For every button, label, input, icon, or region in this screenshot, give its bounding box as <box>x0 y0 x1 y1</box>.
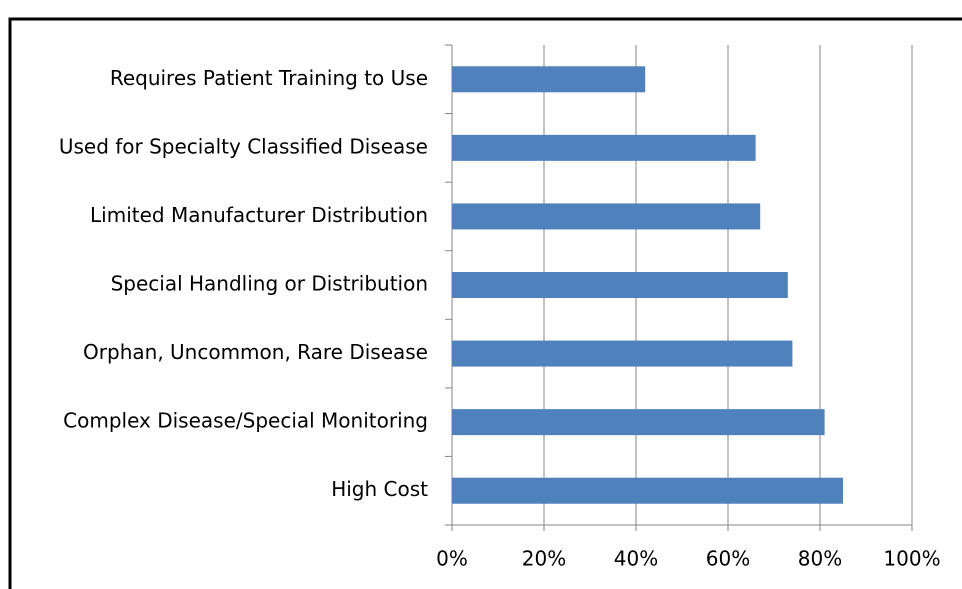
bar <box>452 409 825 436</box>
x-tick-label: 60% <box>706 547 750 571</box>
x-tick-label: 100% <box>883 547 940 571</box>
x-tick-label: 80% <box>798 547 842 571</box>
x-tick-label: 20% <box>522 547 566 571</box>
bar <box>452 66 646 93</box>
y-tick-label: Orphan, Uncommon, Rare Disease <box>83 340 428 364</box>
y-tick-label: Limited Manufacturer Distribution <box>90 203 428 227</box>
y-tick-label: Used for Specialty Classified Disease <box>59 134 428 158</box>
x-tick-label: 0% <box>436 547 468 571</box>
y-tick-label: Special Handling or Distribution <box>111 272 428 296</box>
bar <box>452 272 788 298</box>
bar <box>452 203 761 230</box>
bar <box>452 340 793 367</box>
y-tick-label: Requires Patient Training to Use <box>110 66 428 90</box>
x-tick-label: 40% <box>614 547 658 571</box>
chart-frame <box>8 17 962 589</box>
bar <box>452 134 756 161</box>
y-tick-label: Complex Disease/Special Monitoring <box>63 409 428 433</box>
bar <box>452 477 843 504</box>
y-tick-label: High Cost <box>331 477 428 501</box>
